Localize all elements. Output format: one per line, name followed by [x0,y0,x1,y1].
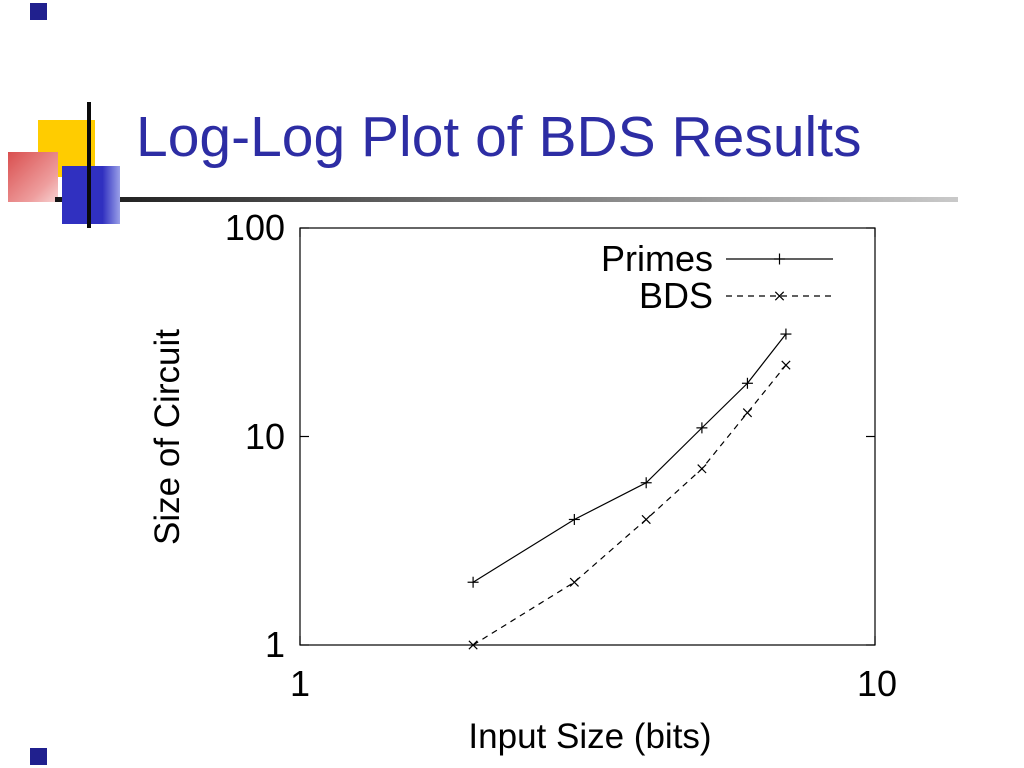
y-tick-label-1: 1 [264,624,285,665]
bds-marker [742,408,753,418]
bds-series-line [472,364,787,646]
slide-title: Log-Log Plot of BDS Results [136,105,862,169]
y-tick-label-100: 100 [224,207,285,248]
legend-bds-marker [774,291,785,301]
bds-marker [697,464,707,474]
primes-series-line [472,333,787,583]
legend-label-bds: BDS [638,275,713,316]
x-tick-label-1: 1 [289,663,311,704]
red-accent-square [8,152,58,202]
corner-accent-square-top [30,3,47,20]
vertical-accent-line [87,102,91,228]
x-tick-label-10: 10 [856,663,898,704]
x-axis-label: Input Size (bits) [468,717,712,756]
y-axis-label: Size of Circuit [148,329,187,545]
title-rule-line [55,197,958,202]
bds-marker [641,514,651,525]
y-tick-label-10: 10 [244,416,285,457]
corner-accent-square-bottom [30,748,47,765]
bds-marker [468,640,478,650]
legend-label-primes: Primes [600,238,713,279]
bds-marker [781,360,791,370]
blue-accent-square [62,166,120,224]
bds-marker [569,577,579,587]
plot-border [299,227,876,646]
